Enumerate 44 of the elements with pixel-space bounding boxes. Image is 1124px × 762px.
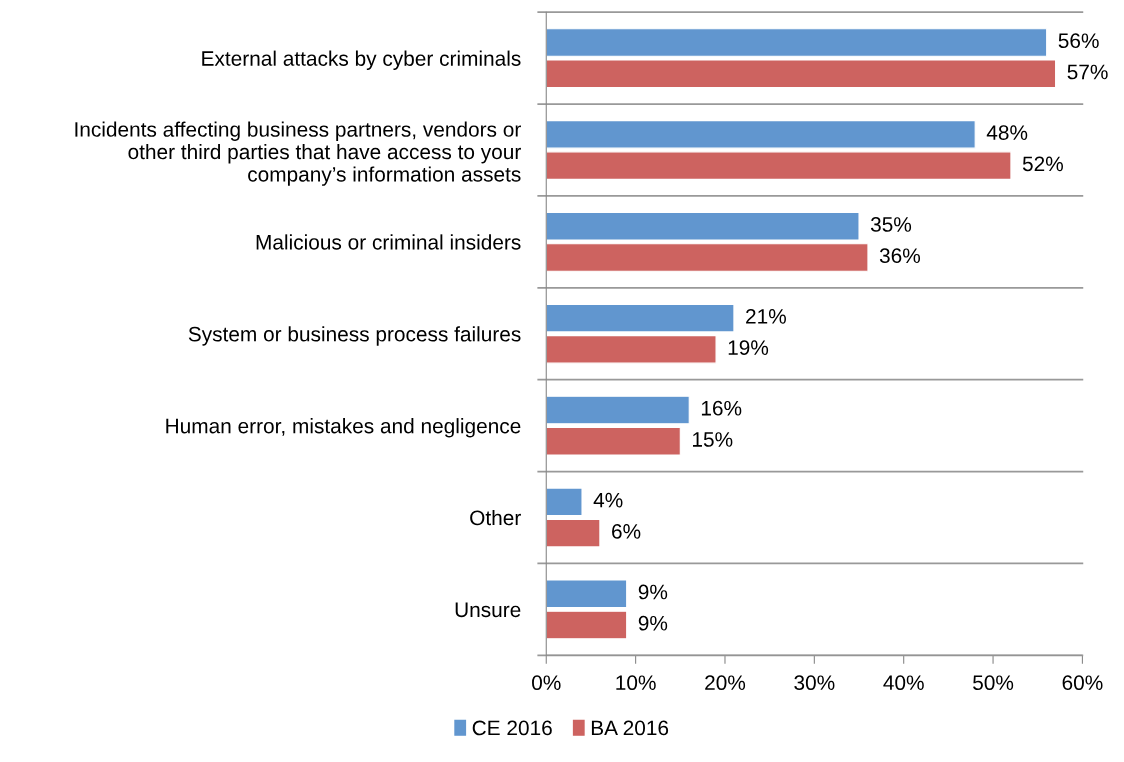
legend-label: BA 2016 <box>591 720 669 736</box>
data-label: 57% <box>1067 64 1108 80</box>
bar <box>546 211 860 241</box>
y-tick-label: Human error, mistakes and negligence <box>166 418 521 438</box>
x-tick-label: 60% <box>1062 675 1103 691</box>
bar <box>546 579 628 609</box>
bar <box>546 487 583 517</box>
bar <box>546 610 628 640</box>
bar <box>546 151 1012 180</box>
legend-label: CE 2016 <box>472 720 552 736</box>
data-label: 9% <box>638 584 668 600</box>
bar <box>546 395 690 425</box>
y-tick-label: Incidents affecting business partners, vendors or other third parties that have access to your company’s information assets <box>75 121 521 186</box>
x-tick-label: 30% <box>794 675 835 691</box>
x-tick-label: 40% <box>883 675 924 691</box>
y-tick-label: Other <box>470 509 521 526</box>
data-label: 52% <box>1022 156 1063 172</box>
y-tick-label: Malicious or criminal insiders <box>256 234 521 250</box>
data-label: 6% <box>612 523 641 539</box>
bar <box>546 303 735 333</box>
data-label: 35% <box>870 217 912 232</box>
bar <box>546 120 976 149</box>
y-tick-label: Unsure <box>455 602 521 618</box>
x-tick-label: 10% <box>616 675 656 691</box>
bar <box>546 518 601 548</box>
data-label: 15% <box>693 432 733 447</box>
x-tick-label: 20% <box>705 675 746 691</box>
bar <box>546 28 1048 57</box>
bar <box>546 426 681 456</box>
data-label: 9% <box>638 615 668 631</box>
data-label: 48% <box>986 125 1028 140</box>
data-label: 21% <box>746 308 786 324</box>
bar <box>546 243 869 272</box>
bar <box>546 335 717 364</box>
data-label: 19% <box>728 340 769 355</box>
data-label: 56% <box>1058 33 1099 49</box>
data-label: 4% <box>593 492 623 508</box>
data-label: 16% <box>701 400 742 416</box>
x-tick-label: 0% <box>532 675 561 691</box>
y-tick-label: System or business process failures <box>188 326 521 346</box>
data-label: 36% <box>879 248 921 264</box>
y-tick-label: External attacks by cyber criminals <box>202 50 521 70</box>
x-tick-label: 50% <box>973 675 1014 691</box>
bar <box>546 59 1057 89</box>
